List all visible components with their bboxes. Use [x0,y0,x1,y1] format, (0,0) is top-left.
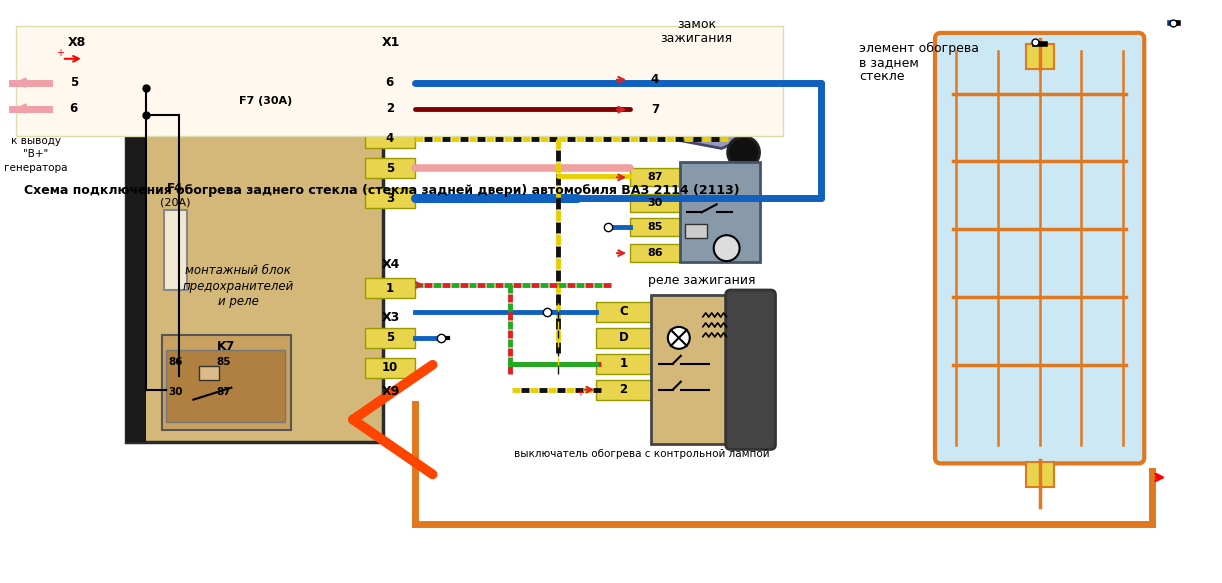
FancyBboxPatch shape [126,29,382,442]
FancyBboxPatch shape [1025,44,1053,69]
FancyBboxPatch shape [631,194,679,212]
Text: монтажный блок: монтажный блок [186,264,291,276]
Polygon shape [679,57,756,149]
Text: 7: 7 [651,103,659,116]
FancyBboxPatch shape [164,210,187,290]
Circle shape [668,327,689,349]
Text: 2: 2 [620,383,628,396]
FancyBboxPatch shape [365,73,414,93]
Text: 3: 3 [386,192,393,205]
FancyBboxPatch shape [49,99,99,118]
Text: 6: 6 [386,76,393,89]
Text: элемент обогрева: элемент обогрева [859,43,979,55]
FancyBboxPatch shape [596,354,651,374]
Text: 30: 30 [169,387,183,396]
FancyBboxPatch shape [365,278,414,298]
FancyBboxPatch shape [631,244,679,262]
FancyBboxPatch shape [596,380,651,399]
Text: 1: 1 [386,282,393,294]
FancyBboxPatch shape [1025,462,1053,487]
FancyBboxPatch shape [199,366,219,380]
Text: F4: F4 [167,182,183,195]
Text: Схема подключения обогрева заднего стекла (стекла задней двери) автомобиля ВАЗ 2: Схема подключения обогрева заднего стекл… [24,184,739,197]
Text: K7: K7 [218,340,236,353]
Text: F7 (30А): F7 (30А) [238,96,292,106]
FancyBboxPatch shape [679,163,760,262]
Text: 87: 87 [648,173,662,182]
Text: реле зажигания: реле зажигания [648,273,755,286]
Text: 86: 86 [648,248,662,258]
Text: выключатель обогрева с контрольной лампой: выключатель обогрева с контрольной лампо… [514,449,770,459]
FancyBboxPatch shape [651,295,731,444]
Text: в заднем: в заднем [859,57,919,69]
Text: к выводу: к выводу [11,135,61,146]
FancyBboxPatch shape [365,328,414,348]
FancyBboxPatch shape [596,328,651,348]
Text: 6: 6 [70,102,78,115]
Text: 2: 2 [386,102,393,115]
Text: X1: X1 [381,36,400,50]
Text: 5: 5 [386,331,393,345]
FancyBboxPatch shape [596,302,651,322]
Text: замок: замок [677,19,716,31]
Text: 4: 4 [651,73,659,86]
FancyBboxPatch shape [16,26,783,135]
Text: +: + [56,48,64,58]
Text: 86: 86 [169,357,183,367]
FancyBboxPatch shape [688,101,727,121]
Text: C: C [620,305,628,318]
FancyBboxPatch shape [161,335,291,430]
Text: генератора: генератора [4,163,67,173]
Text: (20А): (20А) [160,197,191,208]
Text: "В+": "В+" [23,149,49,160]
Text: 10: 10 [381,361,398,374]
Text: D: D [618,331,628,345]
Text: +: + [576,388,584,398]
Circle shape [727,136,760,168]
FancyBboxPatch shape [631,99,679,121]
Text: 85: 85 [648,222,662,232]
FancyBboxPatch shape [126,29,145,442]
Text: 30: 30 [648,198,662,208]
Circle shape [714,235,739,261]
Text: X3: X3 [381,311,400,324]
Text: X9: X9 [381,385,400,398]
FancyBboxPatch shape [365,358,414,378]
Text: и реле: и реле [218,296,259,308]
Text: зажигания: зажигания [661,32,733,45]
Text: 4: 4 [386,132,393,145]
Text: 1: 1 [620,357,628,370]
FancyBboxPatch shape [684,224,706,238]
FancyBboxPatch shape [365,159,414,178]
Text: 85: 85 [216,357,231,367]
FancyBboxPatch shape [631,168,679,187]
FancyBboxPatch shape [165,350,285,422]
Text: 87: 87 [216,387,231,396]
FancyBboxPatch shape [726,290,776,449]
FancyBboxPatch shape [631,69,679,91]
FancyBboxPatch shape [365,188,414,208]
Text: предохранителей: предохранителей [182,279,295,293]
FancyBboxPatch shape [365,128,414,149]
FancyBboxPatch shape [365,99,414,118]
FancyBboxPatch shape [49,73,99,93]
Text: стекле: стекле [859,70,904,83]
FancyBboxPatch shape [221,79,309,124]
FancyBboxPatch shape [935,33,1144,463]
FancyBboxPatch shape [631,218,679,236]
Text: X8: X8 [67,36,86,50]
Text: 5: 5 [70,76,78,89]
Text: X4: X4 [381,258,400,271]
Text: 5: 5 [386,162,393,175]
